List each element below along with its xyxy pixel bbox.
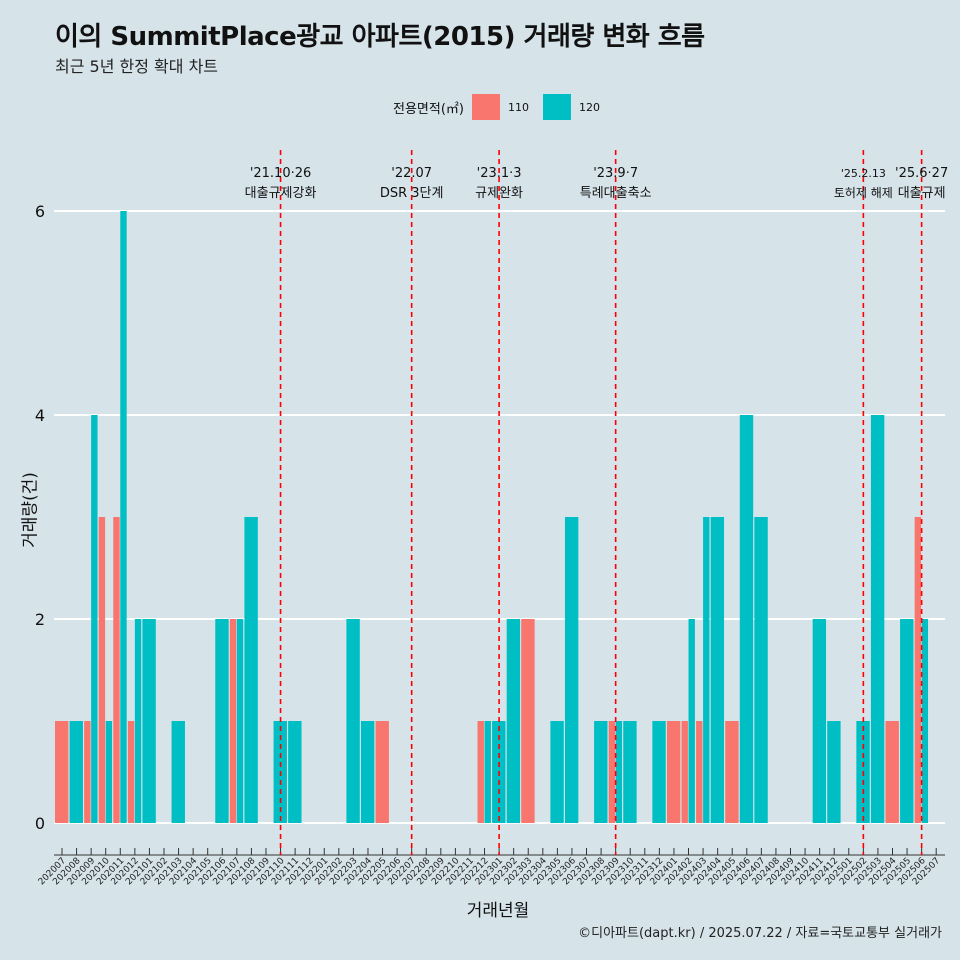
bar-202007-110: [55, 721, 69, 823]
bar-202309-110: [608, 721, 616, 823]
bar-202403-120: [703, 517, 710, 823]
bar-202106-120: [215, 619, 229, 823]
bar-202310-120: [623, 721, 637, 823]
bar-202402-120: [688, 619, 695, 823]
bar-202203-120: [346, 619, 360, 823]
bar-202306-120: [564, 517, 579, 823]
legend-title: 전용면적(㎡): [393, 101, 464, 117]
event-label-202502: 토허제 해제: [834, 186, 893, 200]
bar-202010-110: [98, 517, 106, 823]
y-tick-label-0: 0: [35, 814, 45, 833]
legend-label-120: 120: [578, 100, 600, 114]
bar-202205-110: [375, 721, 389, 823]
event-label-202207: DSR 3단계: [380, 186, 444, 201]
bar-202404-120: [710, 517, 725, 823]
y-axis-label: 거래량(건): [20, 472, 41, 548]
bar-202108-120: [244, 517, 258, 823]
bar-202011-110: [113, 517, 120, 823]
bar-202309-120: [615, 721, 623, 823]
y-tick-label-2: 2: [35, 610, 45, 629]
bar-202103-120: [171, 721, 185, 823]
bar-202506-120: [921, 619, 929, 823]
bar-202506-110: [914, 517, 922, 823]
bar-202009-110: [84, 721, 91, 823]
bar-202411-120: [812, 619, 827, 823]
bar-202012-110: [127, 721, 135, 823]
legend-label-110: 110: [507, 100, 529, 114]
bar-202405-110: [725, 721, 739, 823]
caption: ©디아파트(dapt.kr) / 2025.07.22 / 자료=국토교통부 실…: [578, 926, 942, 941]
bar-202107-120: [236, 619, 244, 823]
bar-202403-110: [696, 721, 703, 823]
bar-202312-120: [652, 721, 666, 823]
bar-202308-120: [594, 721, 608, 823]
bar-202107-110: [229, 619, 237, 823]
event-label-202506: 대출규제: [898, 186, 946, 201]
bar-202010-120: [105, 721, 113, 823]
event-label-202309: 특례대출축소: [580, 186, 652, 201]
bar-202305-120: [550, 721, 564, 823]
bar-202012-120: [134, 619, 142, 823]
legend-key-110: [471, 94, 500, 120]
bar-202302-120: [506, 619, 521, 823]
bar-202009-120: [91, 415, 98, 823]
legend: 전용면적(㎡) 110 120: [393, 94, 606, 120]
bar-202406-120: [739, 415, 754, 823]
legend-key-120: [542, 94, 571, 120]
chart-title: 이의 SummitPlace광교 아파트(2015) 거래량 변화 흐름: [55, 22, 705, 52]
event-date-202207: '22.07: [391, 166, 432, 181]
event-date-202502: '25.2.13: [841, 167, 886, 180]
x-axis-label: 거래년월: [466, 901, 530, 921]
bar-202504-110: [885, 721, 899, 823]
bar-202503-120: [870, 415, 885, 823]
bar-202402-110: [681, 721, 688, 823]
bar-202212-110: [477, 721, 484, 823]
bar-202212-120: [484, 721, 491, 823]
chart-subtitle: 최근 5년 한정 확대 차트: [55, 57, 219, 76]
y-tick-label-6: 6: [35, 202, 45, 221]
event-date-202110: '21.10·26: [250, 166, 311, 181]
bar-202303-110: [521, 619, 535, 823]
bar-202401-110: [666, 721, 681, 823]
event-date-202301: '23.1·3: [477, 166, 522, 181]
event-label-202301: 규제완화: [475, 186, 523, 201]
event-date-202506: '25.6·27: [895, 166, 948, 181]
bar-202505-120: [900, 619, 914, 823]
bar-202008-120: [69, 721, 83, 823]
event-label-202110: 대출규제강화: [245, 186, 317, 201]
bar-202412-120: [827, 721, 841, 823]
bar-202101-120: [142, 619, 156, 823]
bar-202204-120: [360, 721, 375, 823]
bar-202011-120: [120, 211, 127, 823]
event-date-202309: '23.9·7: [593, 166, 638, 181]
bar-202111-120: [288, 721, 302, 823]
y-tick-label-4: 4: [35, 406, 45, 425]
bar-202407-120: [754, 517, 768, 823]
